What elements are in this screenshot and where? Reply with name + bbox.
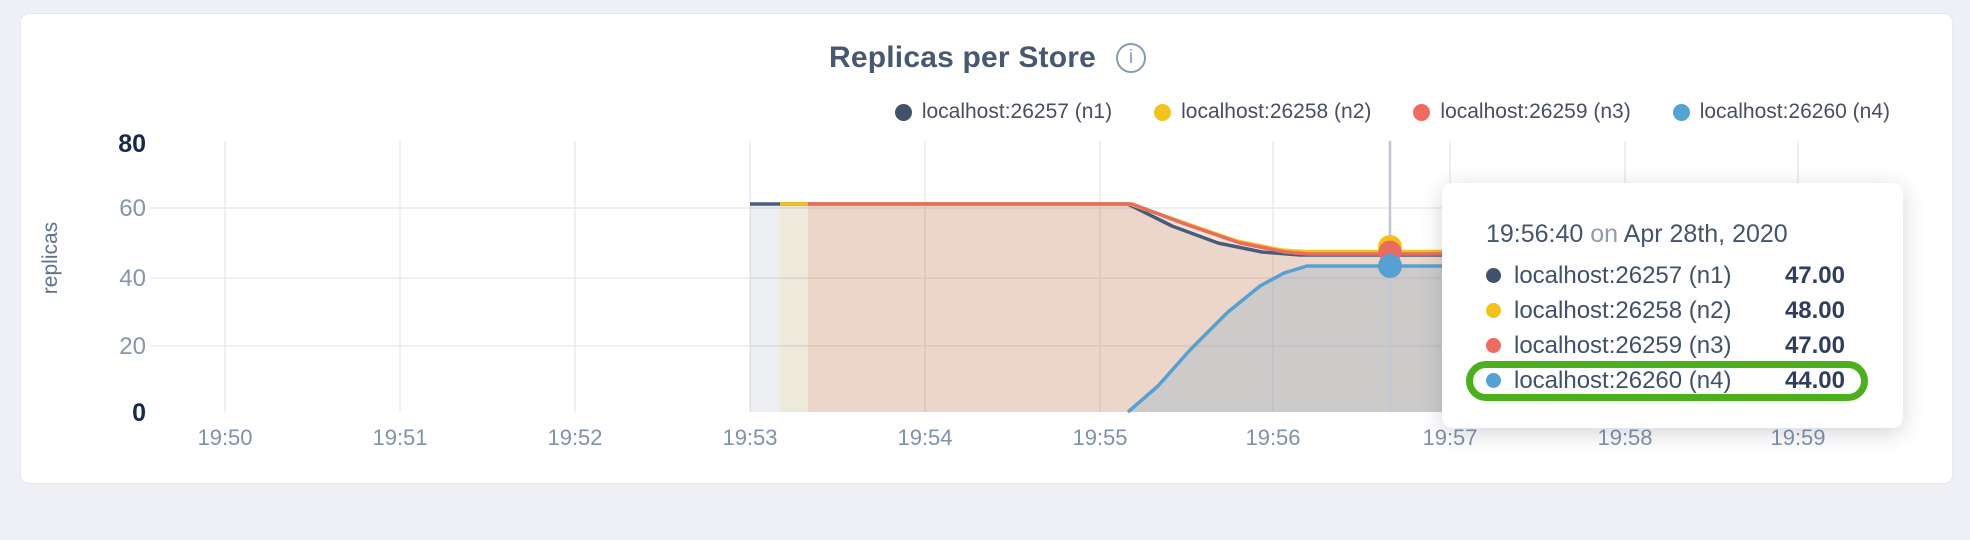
tooltip-dot-n1 <box>1486 268 1501 283</box>
legend-dot-n4 <box>1672 103 1690 121</box>
y-axis-label: replicas <box>39 222 62 294</box>
tooltip-time: 19:56:40 <box>1486 220 1584 248</box>
legend-label-n3: localhost:26259 (n3) <box>1440 100 1631 123</box>
y-tick-60: 60 <box>119 195 146 222</box>
tooltip-date: Apr 28th, 2020 <box>1623 220 1788 248</box>
tooltip-timestamp: 19:56:40 on Apr 28th, 2020 <box>1486 219 1845 249</box>
hover-point-n4 <box>1378 254 1402 278</box>
tooltip-value-n3: 47.00 <box>1784 331 1845 359</box>
y-tick-20: 20 <box>119 333 146 360</box>
tooltip-dot-n4 <box>1486 373 1501 388</box>
chart-tooltip: 19:56:40 on Apr 28th, 2020 localhost:262… <box>1442 183 1903 428</box>
chart-title: Replicas per Store <box>828 41 1097 74</box>
legend-item-n4: localhost:26260 (n4) <box>1672 100 1890 124</box>
x-tick-1955: 19:55 <box>1072 425 1127 450</box>
chart-header: Replicas per Store i <box>20 40 1955 76</box>
tooltip-label-n4: localhost:26260 (n4) <box>1514 366 1732 394</box>
tooltip-value-n2: 48.00 <box>1784 296 1845 324</box>
y-tick-0: 0 <box>132 399 146 427</box>
tooltip-row-n2: localhost:26258 (n2) 48.00 <box>1486 293 1845 328</box>
x-tick-1951: 19:51 <box>372 425 427 450</box>
tooltip-on-word: on <box>1590 220 1619 248</box>
legend-item-n1: localhost:26257 (n1) <box>894 100 1113 124</box>
line-n3 <box>808 202 1890 256</box>
tooltip-dot-n2 <box>1486 303 1501 318</box>
tooltip-row-n4: localhost:26260 (n4) 44.00 <box>1486 363 1845 398</box>
info-icon-glyph: i <box>1128 47 1134 68</box>
legend-item-n3: localhost:26259 (n3) <box>1413 100 1631 124</box>
tooltip-label-n2: localhost:26258 (n2) <box>1514 296 1732 324</box>
x-tick-1957: 19:57 <box>1422 425 1477 450</box>
x-tick-1950: 19:50 <box>197 425 252 450</box>
y-tick-80: 80 <box>118 130 146 158</box>
x-tick-1953: 19:53 <box>722 425 777 450</box>
y-tick-40: 40 <box>119 265 146 292</box>
x-tick-1954: 19:54 <box>897 425 952 450</box>
legend-label-n2: localhost:26258 (n2) <box>1181 100 1372 123</box>
tooltip-dot-n3 <box>1486 338 1501 353</box>
legend-label-n1: localhost:26257 (n1) <box>921 100 1113 123</box>
legend-dot-n2 <box>1154 103 1172 121</box>
tooltip-row-n1: localhost:26257 (n1) 47.00 <box>1486 258 1845 293</box>
x-tick-1956: 19:56 <box>1245 425 1300 450</box>
x-tick-1959: 19:59 <box>1770 425 1825 450</box>
line-n4 <box>1126 264 1890 414</box>
legend-dot-n3 <box>1413 103 1431 121</box>
tooltip-value-n1: 47.00 <box>1784 261 1845 289</box>
tooltip-label-n3: localhost:26259 (n3) <box>1514 331 1732 359</box>
x-tick-1958: 19:58 <box>1597 425 1652 450</box>
legend-label-n4: localhost:26260 (n4) <box>1699 100 1890 123</box>
legend-dot-n1 <box>894 103 912 121</box>
tooltip-row-n3: localhost:26259 (n3) 47.00 <box>1486 328 1845 363</box>
tooltip-label-n1: localhost:26257 (n1) <box>1514 261 1732 289</box>
tooltip-value-n4: 44.00 <box>1784 366 1845 394</box>
x-tick-1952: 19:52 <box>547 425 602 450</box>
info-icon[interactable]: i <box>1116 43 1147 73</box>
chart-legend: localhost:26257 (n1) localhost:26258 (n2… <box>894 99 1890 125</box>
legend-item-n2: localhost:26258 (n2) <box>1154 100 1371 124</box>
